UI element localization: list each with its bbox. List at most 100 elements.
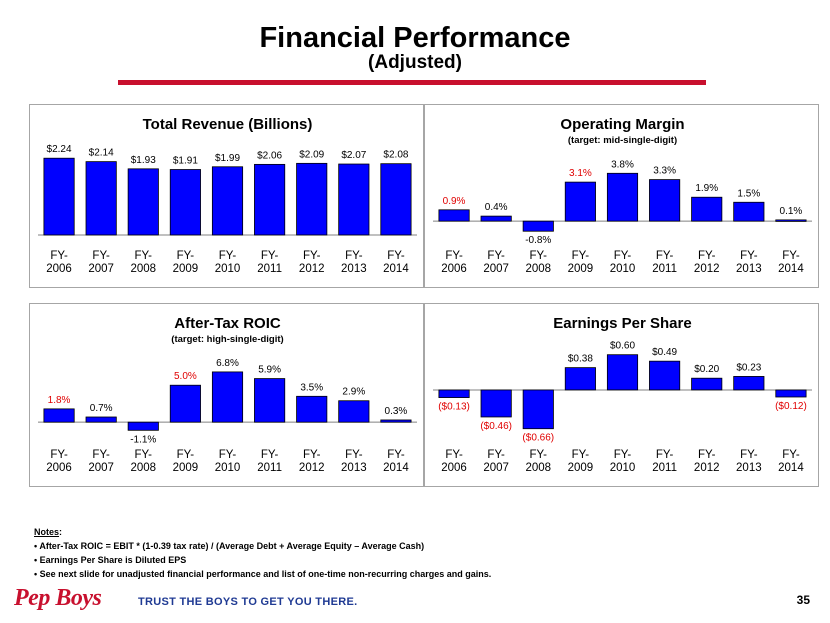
bar <box>522 220 554 232</box>
data-label: 5.9% <box>258 365 281 376</box>
tick-label: FY- <box>656 449 674 461</box>
data-label: 1.5% <box>737 188 760 199</box>
data-label: $1.99 <box>215 153 240 164</box>
data-label: ($0.46) <box>480 421 512 432</box>
tick-label: FY- <box>572 449 590 461</box>
data-label: 3.3% <box>653 166 676 177</box>
data-label: $2.07 <box>341 150 366 161</box>
bar <box>211 371 244 423</box>
eps-chart-panel: Earnings Per Share ($0.13) FY- 2006 ($0.46) F… <box>424 303 819 487</box>
tick-label: 2010 <box>215 263 241 275</box>
tick-label: 2007 <box>483 263 509 275</box>
tick-label: FY- <box>303 250 321 262</box>
data-label: -0.8% <box>525 235 551 246</box>
tick-label: FY- <box>740 250 758 262</box>
tick-label: 2011 <box>652 462 677 474</box>
tick-label: 2013 <box>341 462 367 474</box>
data-label: 0.3% <box>385 406 408 417</box>
tick-label: 2008 <box>130 462 156 474</box>
data-label: ($0.66) <box>522 433 554 444</box>
tick-label: FY- <box>445 250 463 262</box>
tick-label: FY- <box>261 449 279 461</box>
chart-subtitle: (target: mid-single-digit) <box>568 135 677 146</box>
tick-label: FY- <box>614 250 632 262</box>
data-label: 6.8% <box>216 358 239 369</box>
tick-label: 2012 <box>694 263 720 275</box>
tick-label: 2008 <box>525 263 551 275</box>
data-label: 0.9% <box>443 196 466 207</box>
note-item: • After-Tax ROIC = EBIT * (1-0.39 tax ra… <box>34 541 425 551</box>
data-label: $0.20 <box>694 364 719 375</box>
tick-label: FY- <box>487 449 505 461</box>
tick-label: 2013 <box>341 263 367 275</box>
data-label: 5.0% <box>174 371 197 382</box>
notes-colon: : <box>59 527 63 537</box>
tick-label: 2010 <box>610 462 636 474</box>
tick-label: FY- <box>177 449 195 461</box>
roic-chart-panel: After-Tax ROIC (target: high-single-digit… <box>29 303 424 487</box>
tick-label: 2012 <box>694 462 720 474</box>
tick-label: 2009 <box>568 462 594 474</box>
data-label: $0.60 <box>610 341 635 352</box>
bar <box>338 400 370 423</box>
tick-label: FY- <box>698 250 716 262</box>
data-label: $1.91 <box>173 156 198 167</box>
bar <box>606 354 639 391</box>
data-label: $2.24 <box>47 144 72 155</box>
bar <box>691 377 723 391</box>
bar <box>522 389 554 430</box>
bar <box>564 181 596 222</box>
title-divider <box>118 80 706 85</box>
tick-label: 2014 <box>778 462 804 474</box>
tick-label: FY- <box>50 449 68 461</box>
bar <box>649 179 681 222</box>
notes-section: Notes: • After-Tax ROIC = EBIT * (1-0.39… <box>34 525 491 581</box>
data-label: 1.8% <box>48 395 71 406</box>
tick-label: 2006 <box>441 263 467 275</box>
bar <box>649 360 681 391</box>
tick-label: FY- <box>345 250 363 262</box>
bar <box>338 163 370 236</box>
tick-label: 2009 <box>173 263 199 275</box>
tick-label: FY- <box>177 250 195 262</box>
tick-label: 2006 <box>46 462 72 474</box>
bar <box>169 169 201 236</box>
notes-header: Notes <box>34 527 60 537</box>
data-label: $2.08 <box>383 150 408 161</box>
tick-label: 2009 <box>568 263 594 275</box>
chart-title: After-Tax ROIC <box>174 315 281 332</box>
tick-label: FY- <box>530 449 548 461</box>
bar <box>254 378 286 423</box>
tick-label: FY- <box>387 449 405 461</box>
chart-subtitle: (target: high-single-digit) <box>171 334 283 345</box>
slide-subtitle: (Adjusted) <box>368 52 462 73</box>
bar <box>296 162 328 236</box>
tagline: TRUST THE BOYS TO GET YOU THERE. <box>138 596 358 608</box>
tick-label: FY- <box>303 449 321 461</box>
tick-label: FY- <box>487 250 505 262</box>
tick-label: 2007 <box>483 462 509 474</box>
note-item: • Earnings Per Share is Diluted EPS <box>34 555 187 565</box>
chart-1-svg: Operating Margin (target: mid-single-digi… <box>433 116 812 275</box>
page-number: 35 <box>796 593 810 607</box>
tick-label: FY- <box>92 250 110 262</box>
tick-label: 2006 <box>46 263 72 275</box>
bar <box>733 201 765 222</box>
data-label: $2.09 <box>299 149 324 160</box>
tick-label: 2013 <box>736 263 762 275</box>
tick-label: FY- <box>572 250 590 262</box>
tick-label: 2014 <box>383 263 409 275</box>
chart-3-svg: Earnings Per Share($0.13)FY-2006($0.46)F… <box>433 315 812 474</box>
pep-boys-logo: Pep Boys <box>14 585 102 611</box>
tick-label: 2007 <box>88 462 114 474</box>
bar <box>691 196 723 222</box>
tick-label: 2012 <box>299 263 325 275</box>
data-label: $1.93 <box>131 155 156 166</box>
bar <box>775 389 807 398</box>
note-item: • See next slide for unadjusted financia… <box>34 569 492 579</box>
tick-label: FY- <box>782 250 800 262</box>
bar <box>380 419 412 423</box>
tick-label: 2011 <box>257 462 282 474</box>
chart-title: Earnings Per Share <box>553 315 691 332</box>
bar <box>438 389 470 398</box>
